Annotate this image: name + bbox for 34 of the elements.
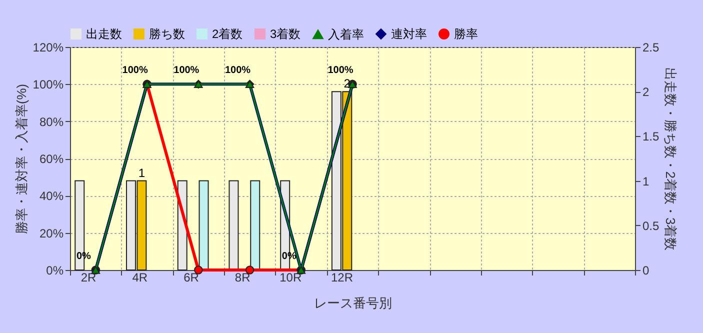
y2-tick-label: 0 bbox=[642, 264, 650, 278]
legend-label: 入着率 bbox=[328, 27, 364, 42]
y2-tick-label: 0.5 bbox=[642, 218, 660, 233]
data-label: 100% bbox=[122, 65, 148, 76]
x-tick-label: 10R bbox=[280, 270, 302, 284]
y2-tick-label: 1 bbox=[642, 174, 650, 188]
legend-label: 勝ち数 bbox=[149, 27, 185, 41]
data-label: 100% bbox=[224, 65, 251, 76]
y2-tick-label: 2.5 bbox=[642, 40, 660, 54]
legend-label: 出走数 bbox=[86, 27, 122, 41]
y-tick-label: 100% bbox=[32, 78, 64, 92]
data-label: 100% bbox=[328, 65, 354, 76]
y-tick-label: 60% bbox=[39, 152, 64, 166]
x-axis-title: レース番号別 bbox=[314, 296, 392, 310]
data-label: 1 bbox=[138, 166, 146, 180]
y-tick-label: 80% bbox=[39, 114, 64, 129]
x-tick-label: 12R bbox=[330, 270, 354, 284]
x-tick-label: 8R bbox=[234, 270, 251, 284]
y2-tick-label: 2 bbox=[642, 85, 650, 100]
x-tick-label: 6R bbox=[184, 270, 200, 284]
y2-tick-label: 1.5 bbox=[642, 130, 660, 144]
legend-label: 勝率 bbox=[454, 27, 478, 41]
x-tick-label: 2R bbox=[80, 270, 97, 284]
y-tick-label: 120% bbox=[32, 40, 64, 54]
y-tick-label: 40% bbox=[39, 189, 64, 204]
y2-axis-title: 出走数・勝ち数・2着数・3着数 bbox=[663, 67, 678, 251]
y-tick-label: 0% bbox=[46, 264, 64, 278]
x-tick-label: 4R bbox=[132, 270, 148, 284]
legend-label: 連対率 bbox=[391, 27, 427, 41]
legend-label: 3着数 bbox=[270, 27, 301, 41]
y-axis-title: 勝率・連対率・入着率(%) bbox=[14, 84, 29, 234]
data-label: 100% bbox=[174, 65, 200, 76]
legend-label: 2着数 bbox=[212, 27, 243, 41]
y-tick-label: 20% bbox=[39, 226, 64, 240]
